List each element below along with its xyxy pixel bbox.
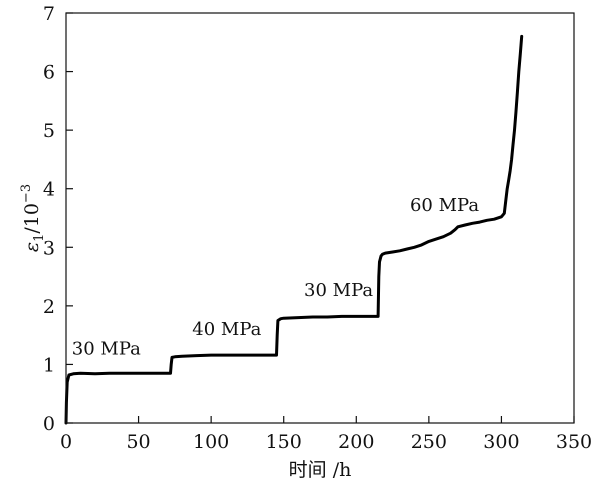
series-group	[64, 34, 524, 425]
y-axis-label: ε1/10−3	[19, 184, 47, 252]
x-tick-label: 0	[60, 431, 72, 453]
x-tick-label: 200	[338, 431, 374, 453]
y-axis-subscript: 1	[32, 234, 47, 242]
y-axis-unit-exponent: −3	[19, 184, 34, 203]
x-axis-label: 时间 /h	[289, 459, 352, 481]
y-tick-label: 7	[43, 3, 55, 25]
y-tick-label: 2	[43, 296, 55, 318]
plot-frame	[65, 12, 575, 424]
x-tick-label: 350	[556, 431, 592, 453]
x-tick-label: 300	[483, 431, 519, 453]
stress-level-annotation: 30 MPa	[304, 280, 373, 301]
stress-level-annotation: 30 MPa	[72, 338, 141, 359]
y-axis-ticks: 0 1 2 3 4 5 6 7	[43, 3, 73, 435]
y-axis-unit-base: /10	[21, 203, 43, 234]
annotations: 30 MPa 40 MPa 30 MPa 60 MPa	[72, 195, 480, 360]
stress-level-annotation: 40 MPa	[192, 319, 261, 340]
y-tick-label: 6	[43, 62, 55, 84]
x-tick-label: 50	[126, 431, 150, 453]
y-tick-label: 1	[43, 354, 55, 376]
y-tick-label: 3	[43, 237, 55, 259]
x-tick-label: 250	[411, 431, 447, 453]
x-tick-label: 150	[266, 431, 302, 453]
x-axis-ticks: 0 50 100 150 200 250 300 350	[60, 416, 592, 453]
stress-level-annotation: 60 MPa	[410, 195, 479, 216]
y-tick-label: 0	[43, 413, 55, 435]
y-axis-symbol: ε	[21, 242, 43, 252]
y-tick-label: 5	[43, 120, 55, 142]
y-tick-label: 4	[43, 179, 55, 201]
x-tick-label: 100	[193, 431, 229, 453]
strain-curve	[64, 34, 524, 425]
